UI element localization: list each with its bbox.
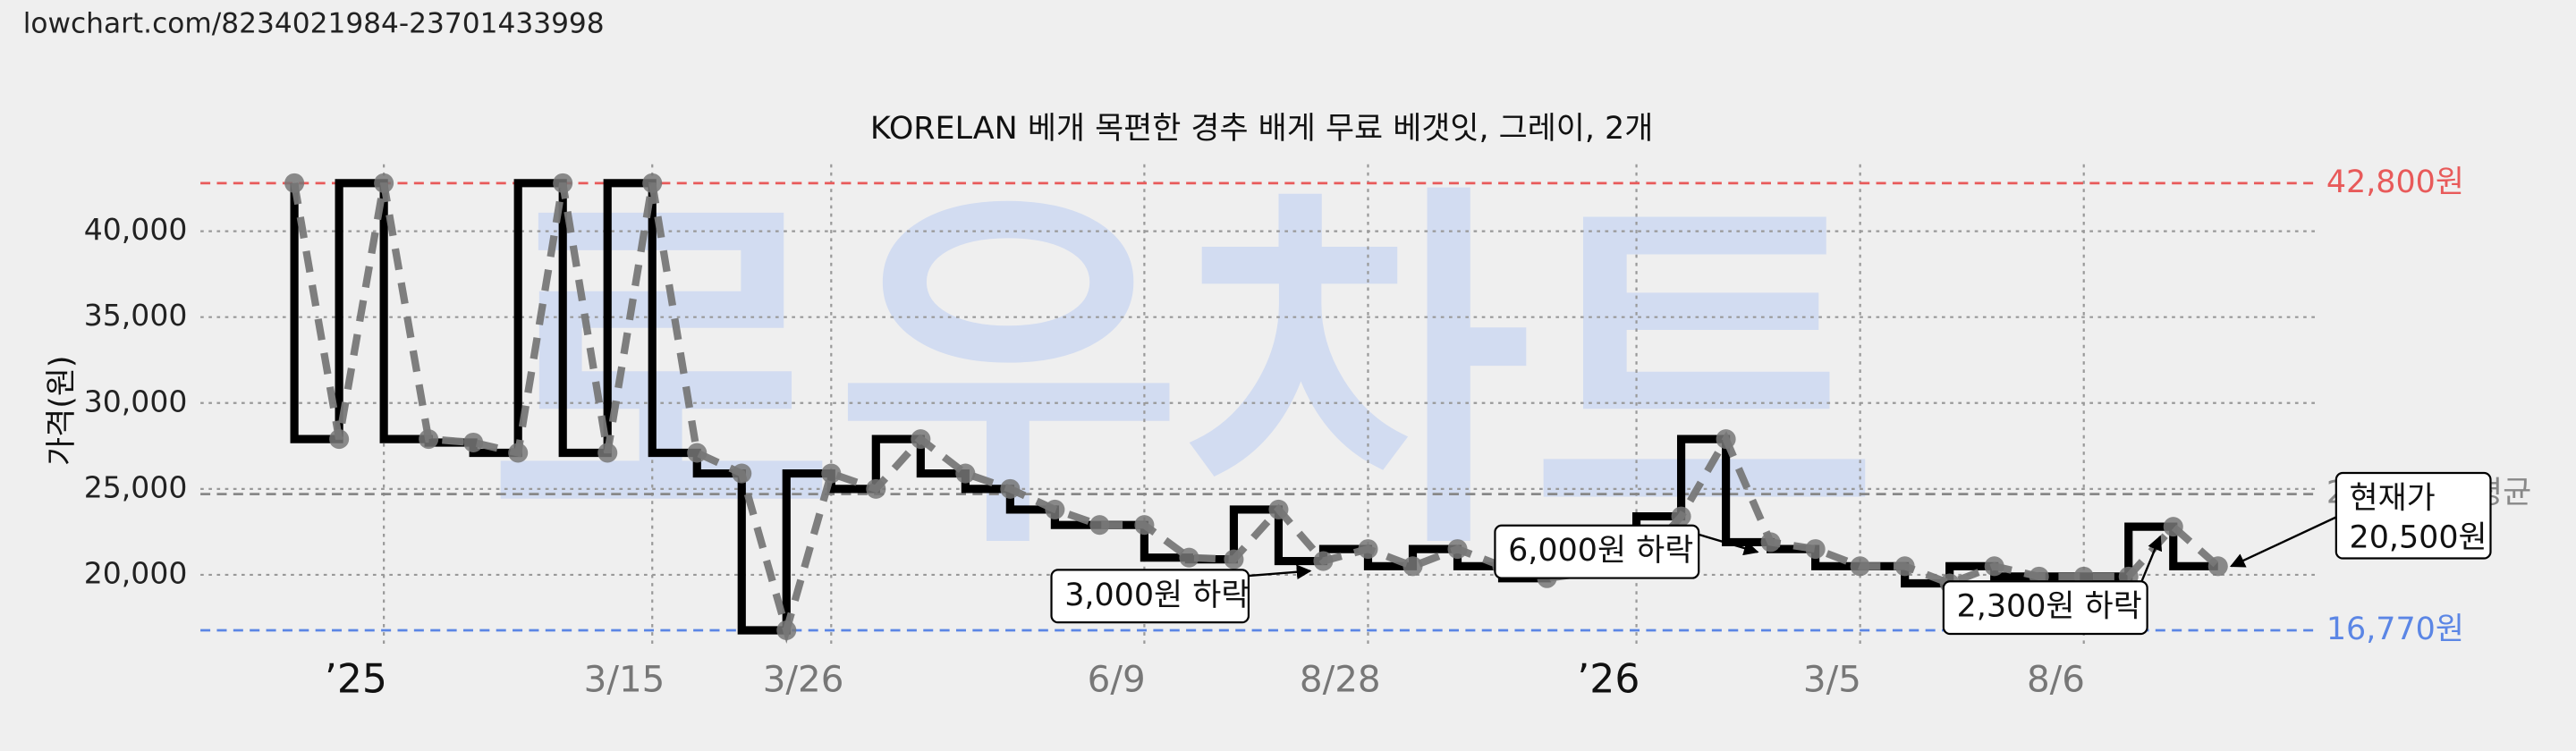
x-tick-label: 6/9 xyxy=(1088,657,1146,700)
y-tick-label: 30,000 xyxy=(84,384,188,418)
annotation-arrow xyxy=(2229,514,2341,568)
price-point xyxy=(1045,499,1065,519)
price-point xyxy=(419,429,439,450)
watermark: 로우차트 xyxy=(487,156,1878,595)
y-axis-label: 가격(원) xyxy=(44,355,80,465)
annotation-text: 2,300원 하락 xyxy=(1957,589,2142,625)
x-tick-label: 3/15 xyxy=(584,657,665,700)
x-tick-label: 8/28 xyxy=(1300,657,1381,700)
annotation-arrow xyxy=(1240,564,1312,580)
annotation-text: 현재가 xyxy=(2350,480,2436,516)
annotation-box xyxy=(2334,471,2492,560)
price-point xyxy=(1089,515,1110,536)
x-tick-label: ’26 xyxy=(1577,656,1640,702)
price-point xyxy=(1760,532,1781,553)
y-tick-label: 20,000 xyxy=(84,555,188,590)
annotation-box xyxy=(1494,524,1700,579)
url: lowchart.com/8234021984-23701433998 xyxy=(23,8,605,40)
price-point xyxy=(732,463,752,484)
x-tick-label: 3/26 xyxy=(763,657,844,700)
price-point xyxy=(1447,539,1468,560)
y-tick-label: 40,000 xyxy=(84,212,188,247)
annotation-box xyxy=(1942,580,2148,636)
price-point xyxy=(1894,556,1915,577)
price-point xyxy=(1805,539,1826,560)
reference-label: 42,800원 xyxy=(2326,165,2464,200)
price-point xyxy=(776,620,797,641)
price-point xyxy=(955,463,976,484)
price-point xyxy=(911,429,931,450)
price-point xyxy=(1179,547,1199,568)
x-tick-label: 3/5 xyxy=(1803,657,1861,700)
price-point xyxy=(1358,539,1378,560)
price-point xyxy=(687,443,708,463)
price-point xyxy=(463,432,484,452)
price-point xyxy=(374,173,394,193)
price-point xyxy=(553,173,573,193)
price-point xyxy=(1850,556,1870,577)
price-point xyxy=(1134,515,1155,536)
price-point xyxy=(2163,517,2183,537)
chart-title: KORELAN 베개 목편한 경추 배게 무료 베갯잇, 그레이, 2개 xyxy=(870,111,1653,147)
price-point xyxy=(1716,429,1736,450)
x-tick-label: 8/6 xyxy=(2027,657,2085,700)
price-point xyxy=(1671,506,1691,527)
price-point xyxy=(866,478,886,499)
price-point xyxy=(2207,556,2228,577)
reference-label: 16,770원 xyxy=(2326,612,2464,647)
price-point xyxy=(284,173,305,193)
price-point xyxy=(597,443,618,463)
price-point xyxy=(1402,556,1423,577)
y-tick-label: 35,000 xyxy=(84,298,188,333)
price-point xyxy=(821,463,842,484)
price-point xyxy=(1224,549,1244,570)
annotation-text: 6,000원 하락 xyxy=(1508,533,1693,569)
y-tick-label: 25,000 xyxy=(84,469,188,504)
annotation-arrow xyxy=(2138,535,2163,589)
price-point xyxy=(1000,478,1021,499)
x-tick-label: ’25 xyxy=(325,656,387,702)
price-point xyxy=(1984,556,2004,577)
annotation-text: 20,500원 xyxy=(2350,519,2487,555)
price-point xyxy=(329,429,350,450)
price-point xyxy=(1313,551,1334,571)
annotation-arrow xyxy=(1690,530,1759,556)
price-point xyxy=(642,173,663,193)
price-point xyxy=(1268,499,1289,519)
price-point xyxy=(508,443,529,463)
annotation-text: 3,000원 하락 xyxy=(1064,578,1250,613)
annotation-box xyxy=(1050,569,1250,624)
